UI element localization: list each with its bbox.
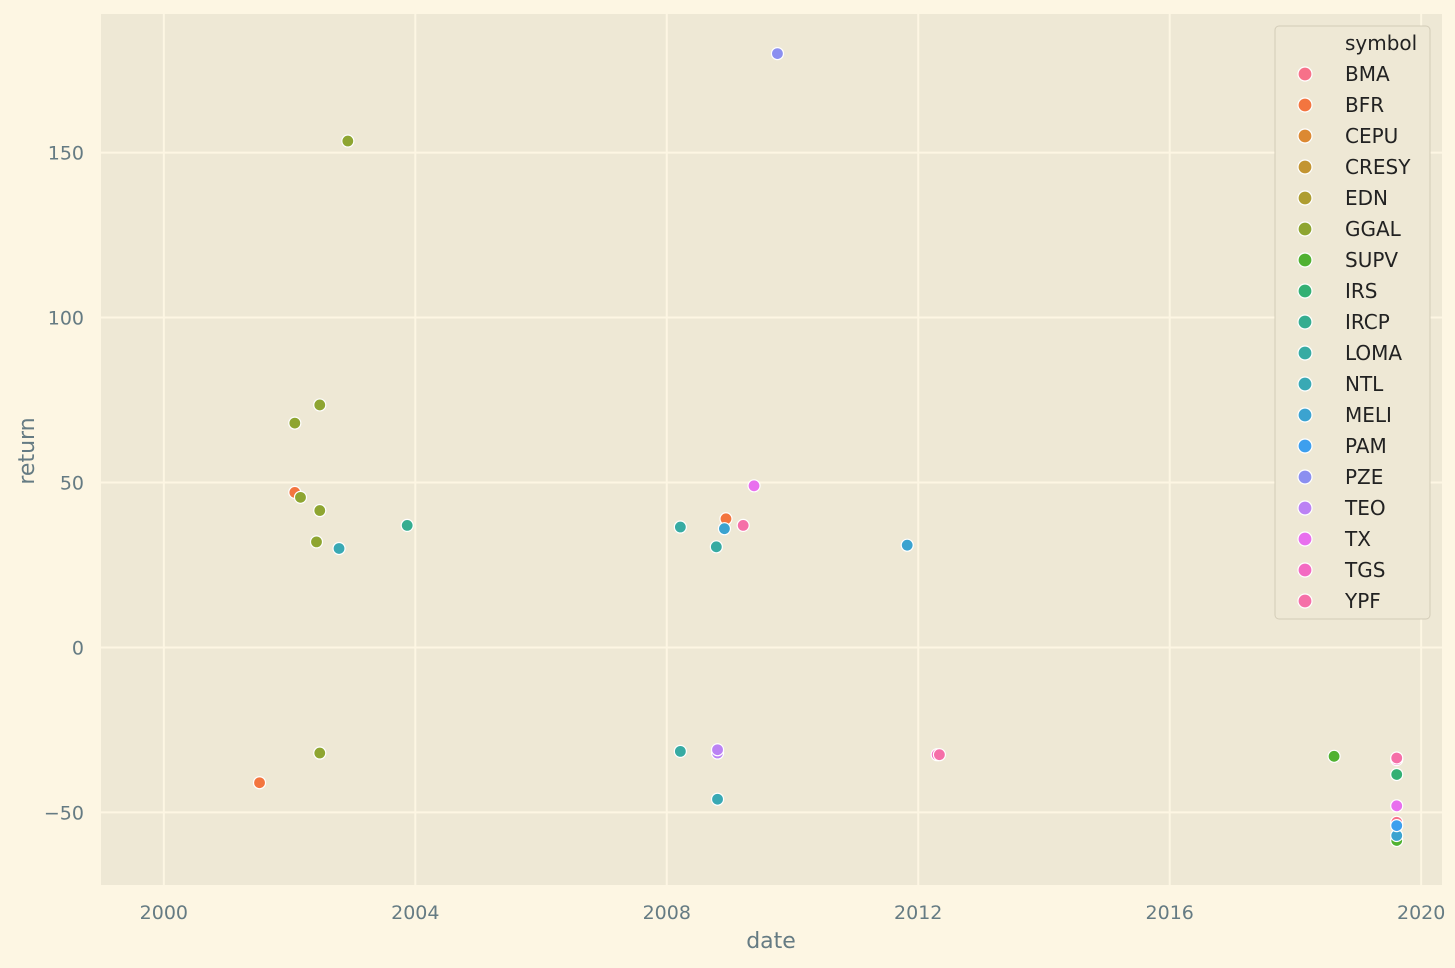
legend-label: IRS [1345, 279, 1378, 303]
x-tick-label: 2020 [1397, 902, 1445, 924]
legend-box [1274, 25, 1431, 620]
legend-label: SUPV [1345, 248, 1398, 272]
y-tick-label: 100 [48, 308, 84, 330]
plot-area [101, 14, 1442, 885]
y-tick-label: 50 [60, 472, 84, 494]
data-point-loma [709, 540, 723, 554]
data-point-bfr [252, 776, 267, 790]
data-point-ypf [932, 748, 947, 762]
data-point-tx [1390, 799, 1404, 813]
legend-marker [1297, 407, 1313, 423]
legend-label: TGS [1344, 558, 1385, 582]
data-point-ggal [293, 490, 308, 504]
data-point-ircp [400, 518, 414, 532]
data-point-supv [1327, 749, 1341, 763]
data-point-pze [770, 46, 785, 61]
legend-label: GGAL [1345, 217, 1402, 241]
legend-label: PAM [1345, 434, 1387, 458]
data-point-ggal [288, 416, 302, 430]
legend-label: YPF [1344, 589, 1381, 613]
legend-label: IRCP [1345, 310, 1390, 334]
legend-marker [1297, 593, 1313, 609]
legend-marker [1297, 66, 1313, 82]
x-axis-label: date [746, 929, 796, 954]
data-point-ypf [1390, 751, 1404, 765]
data-point-ntl [710, 792, 725, 806]
data-point-ggal [313, 398, 327, 412]
legend-items: BMA BFR CEPU CRESY EDN GGAL SUPV IRS IRCP LOMA NTL… [1297, 62, 1411, 613]
legend-marker [1297, 252, 1313, 268]
data-point-ggal [309, 535, 324, 549]
x-tick-label: 2016 [1146, 902, 1194, 924]
legend-label: CEPU [1345, 124, 1398, 148]
legend-marker [1297, 97, 1313, 113]
legend-label: TX [1344, 527, 1371, 551]
data-point-meli [717, 522, 732, 536]
legend-label: EDN [1345, 186, 1388, 210]
legend-label: CRESY [1345, 155, 1411, 179]
data-point-pam [1390, 819, 1404, 833]
legend-marker [1297, 500, 1313, 516]
legend-marker [1297, 562, 1313, 578]
legend-marker [1297, 221, 1313, 237]
legend-label: MELI [1345, 403, 1392, 427]
data-point-ntl [332, 541, 346, 556]
legend-label: NTL [1345, 372, 1384, 396]
legend-label: PZE [1345, 465, 1383, 489]
legend-marker [1297, 469, 1313, 485]
data-point-ggal [313, 503, 327, 518]
legend-marker [1297, 128, 1313, 144]
legend-title: symbol [1345, 31, 1417, 55]
data-point-ggal [341, 134, 355, 148]
data-point-meli [900, 538, 914, 552]
y-axis-label: return [15, 417, 40, 484]
legend-marker [1297, 190, 1313, 206]
data-point-loma [673, 744, 687, 758]
data-point-teo [710, 743, 725, 757]
y-tick-label: 0 [72, 637, 84, 659]
data-point-irs [1390, 767, 1404, 782]
data-point-loma [673, 520, 687, 534]
data-point-ypf [736, 518, 750, 532]
legend-marker [1297, 314, 1313, 330]
legend-marker [1297, 283, 1313, 299]
tick-labels: 2000 2004 2008 2012 2016 2020 −50 0 50 100 150 [44, 143, 1445, 924]
grid-lines [101, 14, 1442, 885]
y-tick-label: −50 [44, 802, 84, 824]
x-tick-label: 2012 [894, 902, 942, 924]
data-point-ggal [313, 746, 327, 760]
x-tick-label: 2000 [140, 902, 188, 924]
data-points [252, 46, 1404, 848]
data-point-tx [747, 479, 761, 493]
legend-marker [1297, 159, 1313, 175]
legend-label: BMA [1345, 62, 1390, 86]
legend-label: BFR [1345, 93, 1384, 117]
legend-marker [1297, 345, 1313, 361]
x-tick-label: 2008 [643, 902, 691, 924]
legend-marker [1297, 376, 1313, 392]
legend-label: LOMA [1345, 341, 1402, 365]
legend: symbol BMA BFR CEPU CRESY EDN GGAL SUPV IRS IRCP… [1274, 25, 1431, 620]
legend-marker [1297, 531, 1313, 547]
y-tick-label: 150 [48, 143, 84, 165]
legend-label: TEO [1344, 496, 1386, 520]
x-tick-label: 2004 [391, 902, 439, 924]
legend-marker [1297, 438, 1313, 454]
